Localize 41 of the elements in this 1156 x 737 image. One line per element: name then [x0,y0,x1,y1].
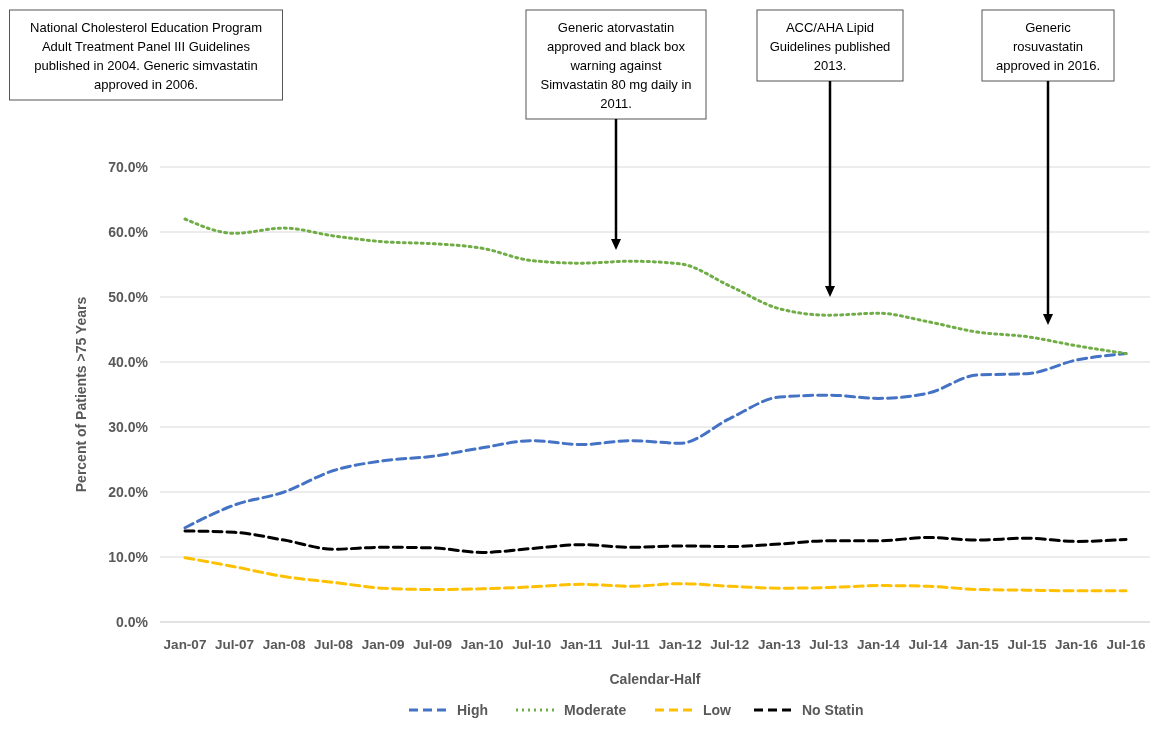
x-tick-label: Jul-13 [809,637,849,652]
x-tick-label: Jul-07 [215,637,255,652]
y-tick-label: 40.0% [108,353,149,370]
text: Generic rosuvastatin approved in 2016. [995,20,1101,73]
y-tick-label: 70.0% [108,158,149,175]
x-tick-label: Jul-12 [710,637,750,652]
x-tick-label: Jan-14 [856,637,901,652]
x-tick-label: Jan-08 [262,637,306,652]
line-series [183,529,1128,554]
x-tick-label: Jan-07 [163,637,207,652]
x-tick-label: Jan-12 [658,637,702,652]
text: National Cholesterol Education Program Adult Treatment Panel III Guidelines published in 2004. Generic simvastatin approved in 2006. [30,20,262,92]
legend-label: Low [703,702,732,718]
x-tick-label: Jul-10 [512,637,552,652]
legend-label: No Statin [802,702,864,718]
text: ACC/AHA Lipid Guidelines published 2013. [769,20,891,73]
y-tick-label: 20.0% [108,483,149,500]
y-tick-label: 0.0% [116,613,149,630]
y-axis-title: Percent of Patients >75 Years [73,296,89,493]
y-tick-label: 50.0% [108,288,149,305]
x-tick-label: Jul-11 [611,637,651,652]
line-series [183,217,1128,356]
y-tick-label: 60.0% [108,223,149,240]
y-tick-label: 30.0% [108,418,149,435]
x-tick-label: Jan-16 [1055,637,1099,652]
x-tick-label: Jan-09 [361,637,405,652]
y-tick-label: 10.0% [108,548,149,565]
line-series [183,556,1128,593]
text: Generic atorvastatin approved and black box warning against Simvastatin 80 mg daily in 2011. [540,20,692,111]
x-tick-label: Jan-13 [757,637,802,652]
x-tick-label: Jan-15 [956,637,1000,652]
x-tick-label: Jul-09 [413,637,453,652]
x-tick-label: Jul-14 [908,637,948,652]
x-axis-title: Calendar-Half [609,671,701,687]
x-tick-label: Jan-11 [560,637,603,652]
x-tick-label: Jul-15 [1007,637,1047,652]
legend-label: High [457,702,489,718]
x-tick-label: Jul-08 [314,637,354,652]
legend-label: Moderate [564,702,627,718]
x-tick-label: Jul-16 [1106,637,1146,652]
x-tick-label: Jan-10 [460,637,504,652]
